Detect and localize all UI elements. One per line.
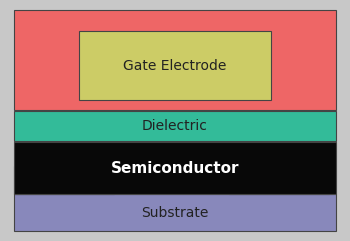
Text: Semiconductor: Semiconductor — [111, 161, 239, 176]
Bar — [229, 166, 329, 194]
Text: Dielectric: Dielectric — [142, 119, 208, 133]
Text: Substrate: Substrate — [141, 206, 209, 220]
Bar — [14, 166, 114, 194]
Text: Gate: Gate — [264, 174, 294, 187]
Text: Source: Source — [42, 174, 85, 187]
Text: Passivation Layer: Passivation Layer — [114, 53, 236, 67]
Bar — [79, 31, 271, 100]
Bar — [14, 142, 336, 194]
Bar — [14, 194, 336, 231]
Bar — [14, 111, 336, 141]
Text: Gate Electrode: Gate Electrode — [123, 59, 227, 73]
Bar — [14, 10, 336, 110]
